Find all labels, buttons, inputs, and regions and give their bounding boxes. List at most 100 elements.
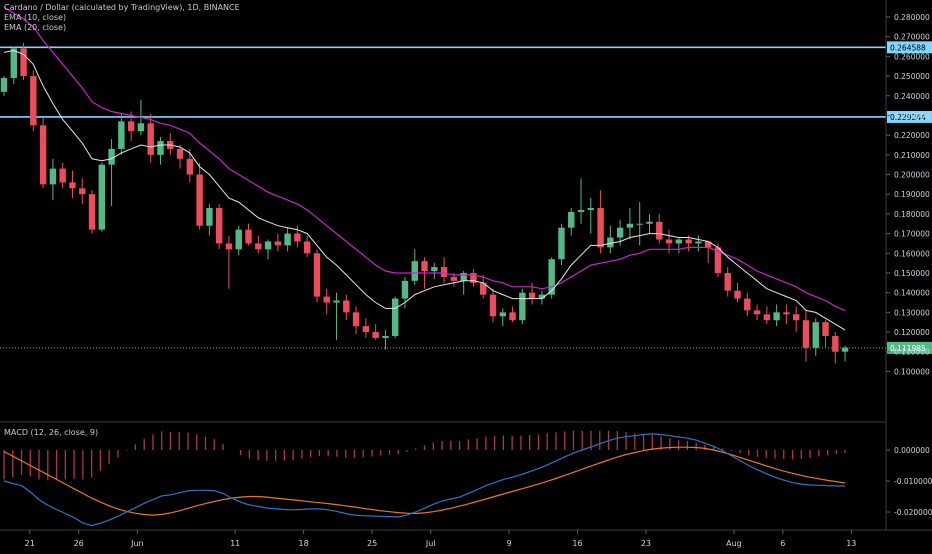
candle-body-down [69, 182, 76, 189]
candle-body-up [587, 207, 594, 210]
candle-body-down [255, 243, 262, 250]
candle-body-up [401, 280, 409, 299]
candle-body-down [88, 194, 96, 230]
horizontal-line-label: 0.229244 [890, 113, 926, 122]
candle-body-up [538, 294, 546, 299]
candle-body-up [108, 148, 115, 165]
y-tick-label: 0.130000 [894, 308, 930, 317]
candle-body-down [196, 174, 203, 226]
candle-body-down [352, 312, 360, 327]
candle-body-down [215, 207, 223, 244]
candle-body-up [392, 298, 399, 336]
candle-body-up [157, 141, 164, 155]
candle-body-down [39, 125, 47, 185]
candle-body-up [10, 48, 17, 79]
y-tick-label: 0.100000 [894, 367, 930, 376]
horizontal-lines: 0.264588 0.229244 0.111985 [0, 41, 932, 354]
x-tick-label: 26 [74, 539, 84, 548]
y-tick-label: 0.160000 [894, 249, 930, 258]
candle-body-up [558, 227, 565, 260]
candle-body-up [284, 233, 291, 246]
candle-body-down [30, 76, 37, 126]
horizontal-line-label: 0.264588 [890, 43, 926, 52]
candle-body-up [568, 211, 575, 228]
candle-body-down [323, 296, 330, 303]
candle-body-up [636, 223, 643, 225]
x-tick-label: 13 [846, 539, 856, 548]
candle-body-up [460, 272, 467, 281]
candle-body-down [744, 298, 751, 311]
candle-body-up [118, 121, 125, 149]
x-tick-label: 6 [780, 539, 785, 548]
candle-body-down [79, 188, 86, 195]
candle-body-up [137, 123, 145, 132]
candle-body-down [665, 239, 673, 244]
candle-body-up [616, 227, 624, 238]
x-tick-label: 18 [299, 539, 309, 548]
candle-body-down [763, 314, 771, 321]
candles [0, 42, 849, 364]
candle-body-down [734, 290, 741, 299]
x-tick-label: Jul [425, 539, 436, 548]
candle-body-up [264, 241, 272, 250]
candle-body-down [294, 233, 301, 242]
candle-body-down [362, 326, 370, 333]
candle-body-down [313, 253, 321, 297]
candle-body-up [607, 237, 614, 248]
y-tick-label: 0.270000 [894, 33, 930, 42]
y-tick-label: 0.180000 [894, 210, 930, 219]
candle-body-down [245, 229, 252, 244]
candle-body-down [440, 267, 448, 277]
candle-body-up [675, 239, 683, 244]
legend-title: Cardano / Dollar (calculated by TradingV… [4, 3, 240, 12]
x-tick-label: 23 [641, 539, 651, 548]
candle-body-up [411, 261, 418, 281]
candle-body-up [812, 322, 819, 348]
macd-panel: 0.000000 -0.010000 -0.020000 [3, 430, 932, 527]
candle-body-down [489, 294, 497, 317]
candle-body-down [704, 241, 712, 248]
candle-body-down [802, 320, 810, 348]
candle-body-down [528, 292, 536, 299]
candle-body-up [206, 207, 213, 226]
candle-body-down [714, 247, 722, 273]
candle-body-down [421, 261, 428, 272]
y-tick-label: 0.190000 [894, 190, 930, 199]
candle-body-down [450, 276, 458, 281]
y-tick-label: 0.140000 [894, 289, 930, 298]
y-tick-label: 0.250000 [894, 72, 930, 81]
candle-body-up [333, 300, 340, 303]
candle-body-down [186, 158, 194, 175]
candle-body-up [626, 223, 634, 228]
legend-ema20: EMA (20, close) [4, 23, 67, 32]
candle-body-up [548, 259, 555, 295]
macd-y-tick-label: -0.010000 [894, 477, 932, 486]
ema-lines [3, 6, 846, 331]
macd-y-tick-label: -0.020000 [894, 508, 932, 517]
candle-body-down [372, 332, 379, 338]
y-tick-label: 0.200000 [894, 171, 930, 180]
candle-body-down [225, 243, 233, 250]
y-tick-label: 0.150000 [894, 269, 930, 278]
x-tick-label: 16 [572, 539, 582, 548]
y-tick-label: 0.260000 [894, 52, 930, 61]
x-tick-label: 11 [230, 539, 240, 548]
y-tick-label: 0.230000 [894, 111, 930, 120]
candle-body-down [832, 335, 839, 352]
macd-signal-line [3, 446, 846, 516]
candle-body-up [49, 168, 57, 185]
candle-body-up [773, 312, 780, 321]
candle-body-down [509, 312, 516, 321]
candle-body-down [20, 48, 27, 77]
candle-body-up [0, 78, 8, 92]
candle-body-down [470, 272, 477, 283]
y-tick-label: 0.280000 [894, 13, 930, 22]
x-tick-label: Jun [130, 539, 144, 548]
x-tick-label: 25 [367, 539, 377, 548]
candle-body-down [274, 241, 282, 246]
macd-legend: MACD (12, 26, close, 9) [4, 428, 98, 438]
ema10-line [3, 49, 846, 331]
